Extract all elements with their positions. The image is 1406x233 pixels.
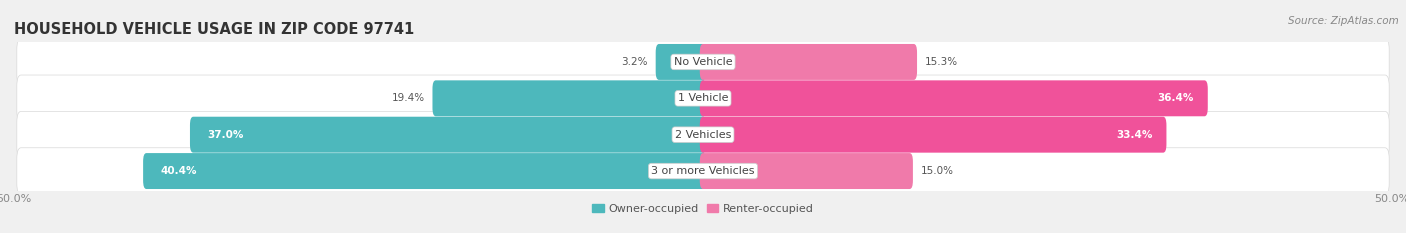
- Text: 15.3%: 15.3%: [925, 57, 957, 67]
- FancyBboxPatch shape: [143, 153, 706, 189]
- FancyBboxPatch shape: [17, 148, 1389, 194]
- Text: Source: ZipAtlas.com: Source: ZipAtlas.com: [1288, 16, 1399, 26]
- FancyBboxPatch shape: [17, 39, 1389, 85]
- Text: 40.4%: 40.4%: [160, 166, 197, 176]
- Text: 1 Vehicle: 1 Vehicle: [678, 93, 728, 103]
- FancyBboxPatch shape: [700, 80, 1208, 116]
- Text: 15.0%: 15.0%: [921, 166, 953, 176]
- FancyBboxPatch shape: [17, 75, 1389, 122]
- FancyBboxPatch shape: [700, 153, 912, 189]
- Text: No Vehicle: No Vehicle: [673, 57, 733, 67]
- FancyBboxPatch shape: [433, 80, 706, 116]
- Text: 2 Vehicles: 2 Vehicles: [675, 130, 731, 140]
- Text: 37.0%: 37.0%: [207, 130, 243, 140]
- FancyBboxPatch shape: [700, 117, 1167, 153]
- Legend: Owner-occupied, Renter-occupied: Owner-occupied, Renter-occupied: [588, 199, 818, 218]
- FancyBboxPatch shape: [700, 44, 917, 80]
- FancyBboxPatch shape: [17, 111, 1389, 158]
- FancyBboxPatch shape: [655, 44, 706, 80]
- Text: 3.2%: 3.2%: [621, 57, 648, 67]
- Text: HOUSEHOLD VEHICLE USAGE IN ZIP CODE 97741: HOUSEHOLD VEHICLE USAGE IN ZIP CODE 9774…: [14, 22, 415, 37]
- FancyBboxPatch shape: [190, 117, 706, 153]
- Text: 36.4%: 36.4%: [1157, 93, 1194, 103]
- Text: 33.4%: 33.4%: [1116, 130, 1152, 140]
- Text: 19.4%: 19.4%: [391, 93, 425, 103]
- Text: 3 or more Vehicles: 3 or more Vehicles: [651, 166, 755, 176]
